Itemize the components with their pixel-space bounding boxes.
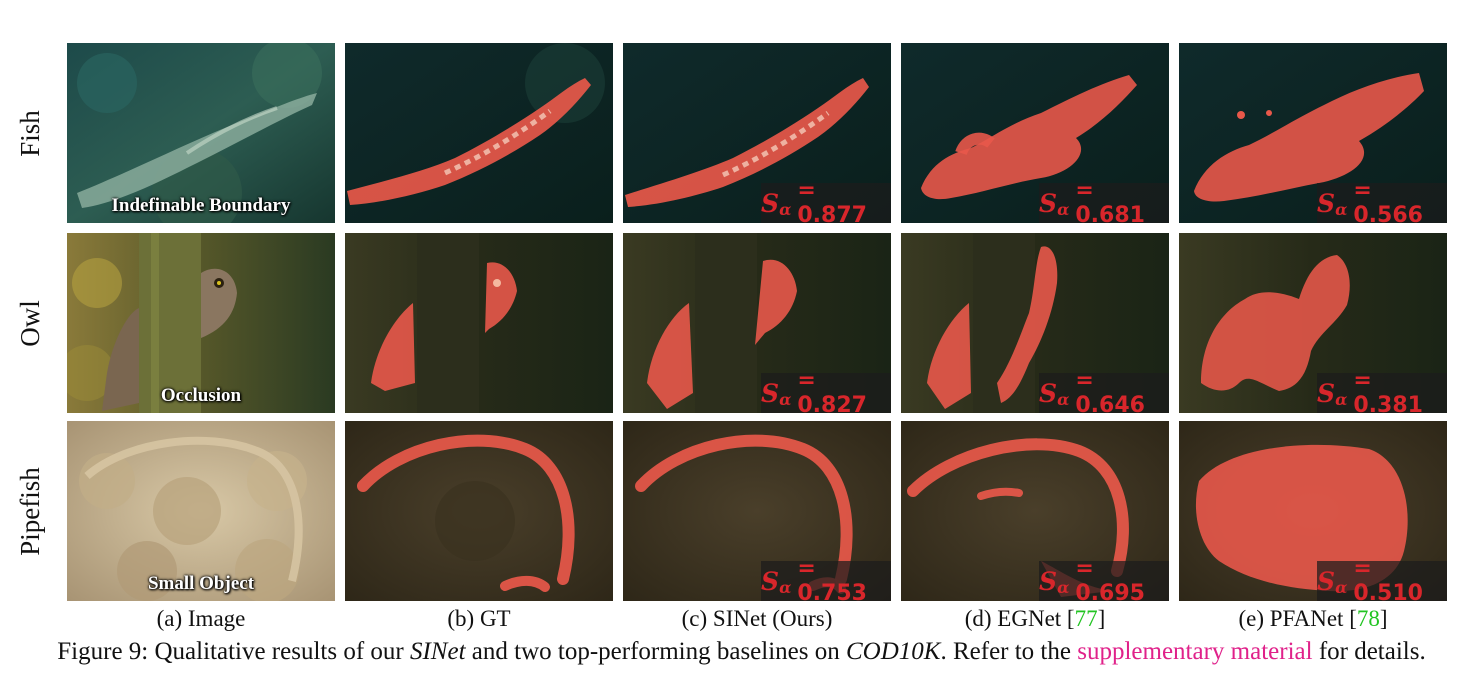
gt-pipefish [345, 421, 613, 601]
citation-77[interactable]: 77 [1074, 606, 1098, 631]
row-label-owl: Owl [14, 299, 45, 347]
image-fish: Indefinable Boundary [67, 43, 335, 223]
figure-caption: Figure 9: Qualitative results of our SIN… [57, 638, 1426, 665]
gt-fish [345, 43, 613, 223]
column-label-egnet: (d) EGNet [77] [964, 606, 1106, 631]
column-label-sinet: (c) SINet (Ours) [681, 606, 833, 631]
challenge-tag-occlusion: Occlusion [160, 385, 242, 406]
image-pipefish: Small Object [67, 421, 335, 601]
supplementary-link[interactable]: supplementary material [1077, 638, 1313, 665]
citation-78[interactable]: 78 [1356, 606, 1380, 631]
column-label-pfanet: (e) PFANet [78] [1238, 606, 1388, 631]
column-label-image: (a) Image [156, 606, 246, 631]
row-label-fish: Fish [14, 109, 45, 157]
challenge-tag-boundary: Indefinable Boundary [111, 195, 291, 216]
image-owl: Occlusion [67, 233, 335, 413]
challenge-tag-small: Small Object [147, 573, 255, 594]
column-label-gt: (b) GT [447, 606, 511, 631]
row-label-pipefish: Pipefish [14, 466, 45, 556]
gt-owl [345, 233, 613, 413]
